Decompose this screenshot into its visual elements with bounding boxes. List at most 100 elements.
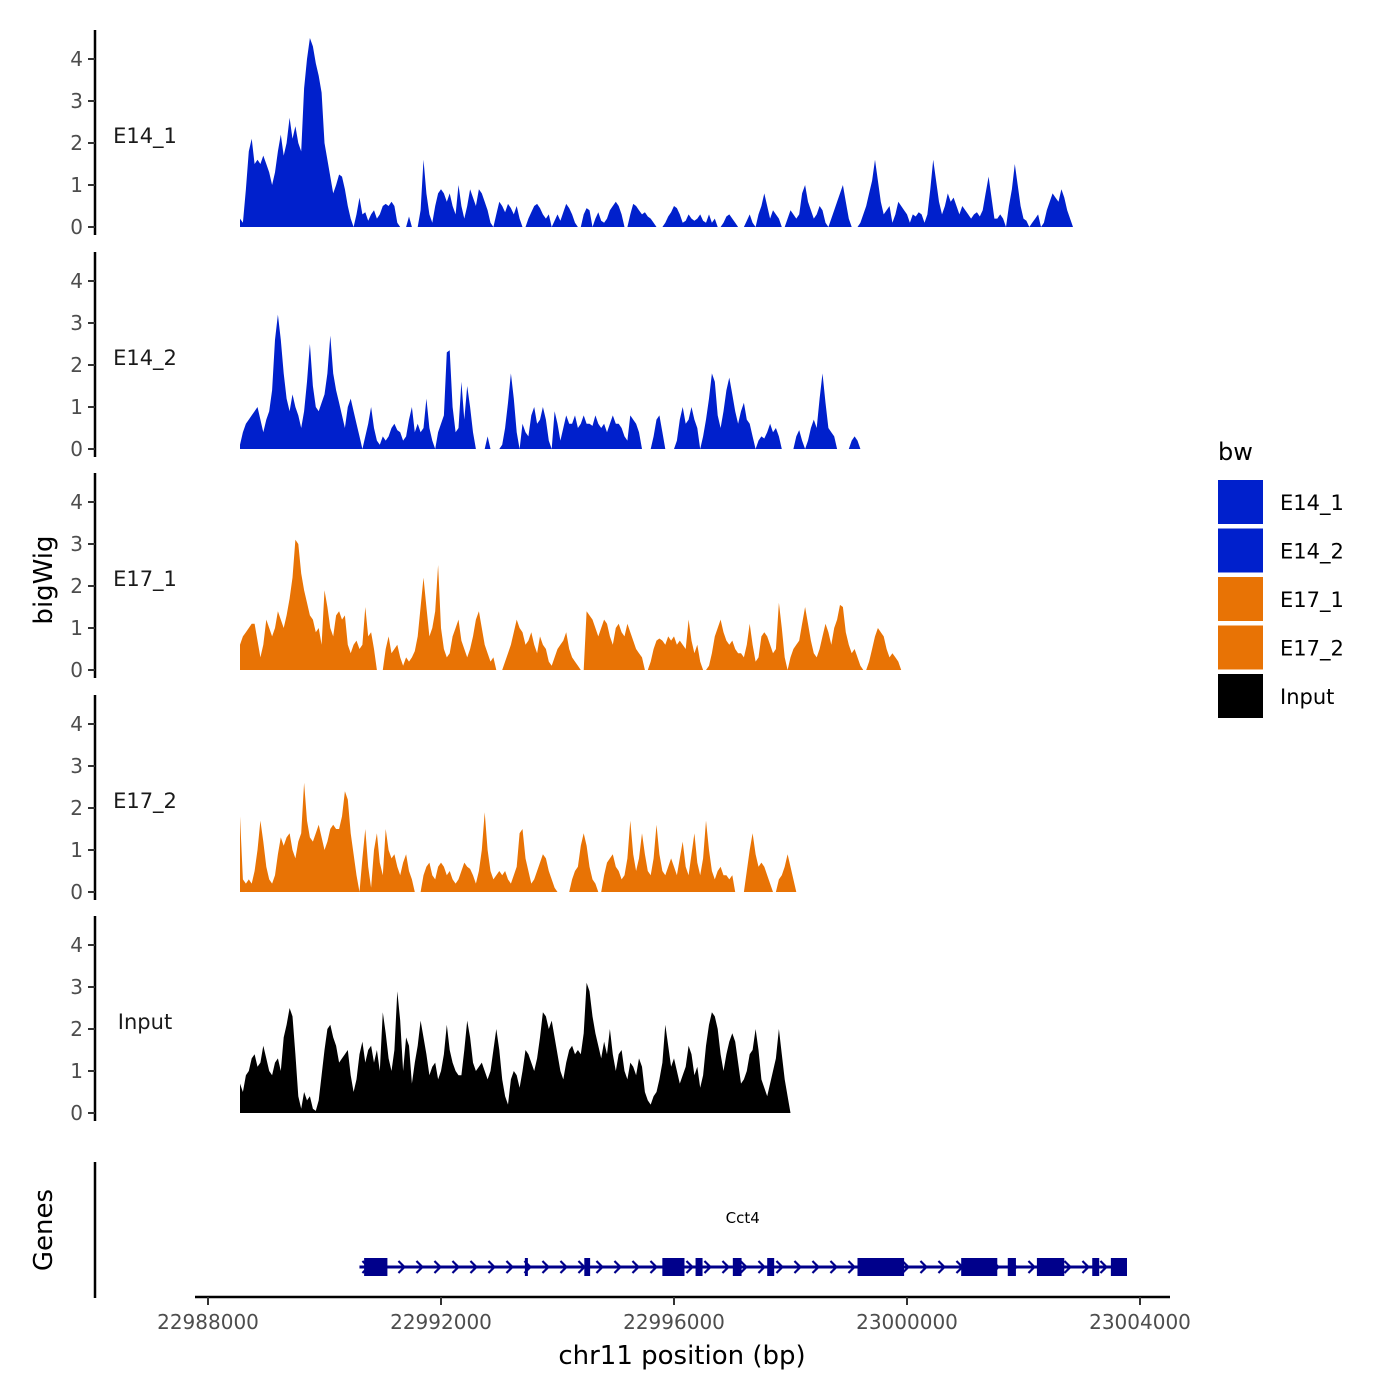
- y-tick-label: 1: [70, 173, 83, 197]
- strand-arrow: [811, 1260, 821, 1274]
- y-tick-label: 3: [70, 311, 83, 335]
- strand-arrow: [901, 1260, 911, 1274]
- y-tick-label: 2: [70, 353, 83, 377]
- strand-arrow: [505, 1260, 515, 1274]
- strand-arrow: [1063, 1260, 1073, 1274]
- strand-arrow: [541, 1260, 551, 1274]
- legend-swatch-e17-1: [1218, 577, 1263, 621]
- strand-arrow: [703, 1260, 713, 1274]
- strand-arrow: [739, 1260, 749, 1274]
- strand-arrow: [397, 1260, 407, 1274]
- gene-exon: [1092, 1258, 1100, 1276]
- y-tick-label: 4: [70, 933, 83, 957]
- y-tick-label: 4: [70, 712, 83, 736]
- x-tick-label: 22996000: [623, 1310, 725, 1334]
- strand-arrow: [1099, 1260, 1109, 1274]
- strand-arrow: [1081, 1260, 1091, 1274]
- y-tick-label: 3: [70, 532, 83, 556]
- y-tick-label: 0: [70, 437, 83, 461]
- strand-arrow: [937, 1260, 947, 1274]
- strand-arrow: [721, 1260, 731, 1274]
- x-tick-label: 22988000: [157, 1310, 259, 1334]
- y-tick-label: 3: [70, 754, 83, 778]
- y-tick-label: 3: [70, 975, 83, 999]
- gene-exon: [857, 1258, 905, 1276]
- gene-track: Cct4: [93, 1162, 1127, 1298]
- strand-arrow: [1027, 1260, 1037, 1274]
- y-tick-label: 2: [70, 574, 83, 598]
- gene-track-title: Genes: [29, 1189, 59, 1271]
- gene-exon: [1007, 1258, 1016, 1276]
- gene-exon: [961, 1258, 998, 1276]
- y-tick-label: 1: [70, 1059, 83, 1083]
- y-tick-label: 1: [70, 395, 83, 419]
- signal-area-e14-1: [240, 38, 1073, 227]
- x-axis: 22988000 22992000 22996000 23000000 23004000: [157, 1295, 1191, 1334]
- y-tick-label: 4: [70, 490, 83, 514]
- track-label: Input: [118, 1010, 172, 1034]
- strand-arrow: [775, 1260, 785, 1274]
- track-e17-2: 0 1 2 3 4 E17_2: [70, 695, 797, 904]
- y-tick-label: 1: [70, 838, 83, 862]
- strand-arrow: [613, 1260, 623, 1274]
- legend-title: bw: [1218, 438, 1253, 466]
- y-axis-title: bigWig: [29, 535, 59, 624]
- track-label: E14_2: [113, 346, 177, 371]
- strand-arrow: [595, 1260, 605, 1274]
- track-e14-2: 0 1 2 3 4 E14_2: [70, 252, 870, 461]
- y-tick-label: 0: [70, 880, 83, 904]
- x-tick-label: 22992000: [390, 1310, 492, 1334]
- track-input: 0 1 2 3 4 Input: [70, 916, 791, 1125]
- strand-arrow: [487, 1260, 497, 1274]
- track-e14-1: 0 1 2 3 4 E14_1: [70, 30, 1073, 239]
- y-tick-label: 0: [70, 658, 83, 682]
- legend-swatch-e14-1: [1218, 480, 1263, 524]
- y-tick-label: 2: [70, 131, 83, 155]
- strand-arrow: [847, 1260, 857, 1274]
- strand-arrow: [793, 1260, 803, 1274]
- legend: bw E14_1 E14_2 E17_1 E17_2 Input: [1218, 438, 1344, 718]
- gene-exon: [364, 1258, 388, 1276]
- track-label: E17_2: [113, 789, 177, 814]
- y-tick-label: 0: [70, 1101, 83, 1125]
- strand-arrow: [451, 1260, 461, 1274]
- y-tick-label: 2: [70, 1017, 83, 1041]
- track-e17-1: 0 1 2 3 4 E17_1: [70, 473, 902, 682]
- signal-area-e17-2: [240, 782, 797, 892]
- x-tick-label: 23000000: [856, 1310, 958, 1334]
- strand-arrow: [433, 1260, 443, 1274]
- gene-exon: [1036, 1258, 1065, 1276]
- y-tick-label: 4: [70, 47, 83, 71]
- legend-swatch-e17-2: [1218, 625, 1263, 670]
- strand-arrow: [469, 1260, 479, 1274]
- gene-exon: [662, 1258, 685, 1276]
- strand-arrow: [829, 1260, 839, 1274]
- gene-exon: [584, 1258, 591, 1276]
- y-tick-label: 0: [70, 215, 83, 239]
- track-label: E17_1: [113, 567, 177, 592]
- y-tick-label: 2: [70, 796, 83, 820]
- gene-exon: [695, 1258, 703, 1276]
- strand-arrow: [559, 1260, 569, 1274]
- signal-tracks: 0 1 2 3 4 E14_1 0 1 2 3 4 E14_2 0 1 2 3 4 E17_1 0 1 2 3 4 E17_2…: [70, 30, 1073, 1125]
- legend-label-e14-2: E14_2: [1280, 540, 1344, 565]
- gene-label: Cct4: [726, 1209, 760, 1227]
- gene-exon: [732, 1258, 742, 1276]
- gene-exon: [767, 1258, 775, 1276]
- gene-exon: [524, 1258, 528, 1276]
- strand-arrow: [649, 1260, 659, 1274]
- legend-label-e17-2: E17_2: [1280, 637, 1344, 662]
- legend-label-e14-1: E14_1: [1280, 491, 1344, 516]
- track-label: E14_1: [113, 124, 177, 149]
- signal-area-e14-2: [240, 314, 870, 449]
- strand-arrow: [631, 1260, 641, 1274]
- strand-arrow: [415, 1260, 425, 1274]
- x-tick-label: 23004000: [1089, 1310, 1191, 1334]
- strand-arrow: [919, 1260, 929, 1274]
- y-tick-label: 3: [70, 89, 83, 113]
- y-tick-label: 4: [70, 269, 83, 293]
- signal-area-e17-1: [240, 539, 902, 670]
- strand-arrow: [757, 1260, 767, 1274]
- legend-swatch-input: [1218, 674, 1263, 718]
